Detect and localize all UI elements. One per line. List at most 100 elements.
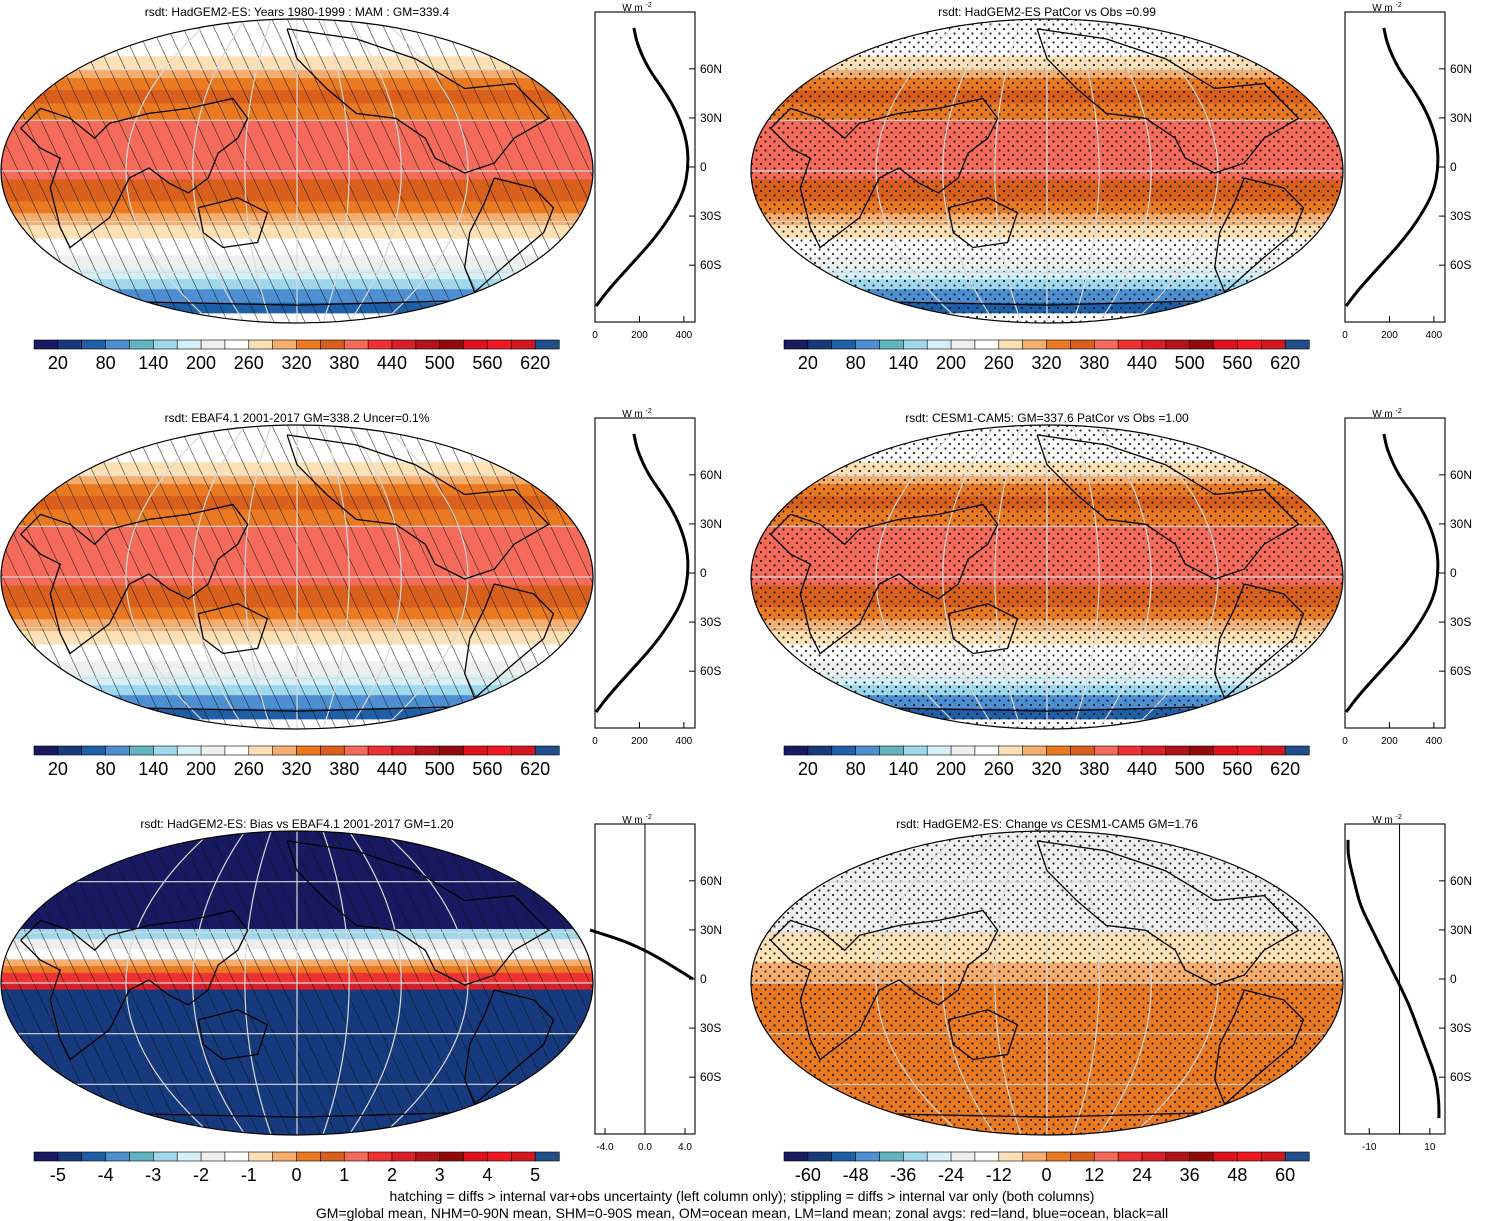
colorbar-label: 440	[377, 353, 407, 373]
meridian	[192, 425, 246, 729]
colorbar-bin	[974, 1151, 1000, 1162]
lat-tick-label: 60S	[700, 1070, 721, 1084]
colorbar-label: 24	[1132, 1165, 1152, 1185]
colorbar-bin	[855, 745, 881, 756]
zonal-unit: W m -2	[622, 408, 652, 420]
x-tick-label: 0	[592, 736, 598, 747]
colorbar-label: 560	[1222, 353, 1252, 373]
colorbar-bin	[176, 339, 202, 350]
colorbar-label: 560	[1222, 759, 1252, 779]
meridian	[875, 831, 963, 1135]
colorbar-bin	[1117, 339, 1143, 350]
lat-tick-label: 30S	[1450, 1021, 1471, 1035]
lat-tick-label: 60N	[1450, 468, 1472, 482]
colorbar-label: -24	[938, 1165, 964, 1185]
x-tick-label: 0	[1342, 736, 1348, 747]
meridian	[942, 19, 996, 323]
meridian	[1098, 19, 1152, 323]
colorbar-label: 80	[96, 353, 116, 373]
lat-tick-label: 60S	[1450, 1070, 1471, 1084]
colorbar-bin	[487, 1151, 512, 1162]
colorbar-label: 380	[1079, 353, 1109, 373]
panel-p5: rsdt: HadGEM2-ES: Bias vs EBAF4.1 2001-2…	[0, 814, 722, 1185]
colorbar-bin	[926, 745, 952, 756]
colorbar-bin	[272, 1151, 298, 1162]
colorbar-bin	[57, 339, 83, 350]
colorbar-bin	[129, 1151, 154, 1162]
colorbar-bin	[1141, 745, 1167, 756]
colorbar-label: 620	[1270, 759, 1300, 779]
panel-p1: rsdt: HadGEM2-ES: Years 1980-1999 : MAM …	[0, 2, 722, 373]
colorbar-bin	[1237, 1151, 1262, 1162]
graticule	[751, 831, 1343, 1135]
colorbar-bin	[1093, 1151, 1119, 1162]
colorbar-label: 48	[1227, 1165, 1247, 1185]
colorbar-bin	[807, 1151, 833, 1162]
lat-tick-label: 0	[700, 972, 707, 986]
meridian	[1131, 831, 1219, 1135]
colorbar-label: -1	[241, 1165, 257, 1185]
panel-title: rsdt: HadGEM2-ES: Change vs CESM1-CAM5 G…	[896, 817, 1198, 831]
coastline-americas-south	[464, 177, 555, 294]
coastline-americas-south	[464, 583, 555, 700]
colorbar-bin	[1022, 1151, 1048, 1162]
zonal-mean-line	[1344, 433, 1440, 713]
colorbar-bin	[1070, 339, 1095, 350]
x-tick-label: 200	[631, 736, 648, 747]
zonal-mean-plot: W m -2 60N 30N 0 30S 60S 0 200 400	[592, 408, 722, 747]
colorbar-label: 200	[186, 759, 216, 779]
meridian	[348, 831, 402, 1135]
zonal-mean-line	[589, 928, 694, 981]
meridian	[1072, 19, 1100, 323]
coastline-africa-eurasia	[770, 97, 999, 249]
colorbar-bin	[1237, 745, 1262, 756]
meridian	[994, 831, 1022, 1135]
lat-tick-label: 60N	[700, 62, 722, 76]
colorbar-bin	[510, 339, 536, 350]
meridian	[125, 19, 213, 323]
colorbar-bin	[33, 339, 59, 350]
lat-tick-label: 60S	[1450, 664, 1471, 678]
colorbar-bin	[831, 1151, 857, 1162]
lat-tick-label: 60S	[1450, 258, 1471, 272]
colorbar-bin	[487, 339, 512, 350]
colorbar-label: -3	[145, 1165, 161, 1185]
map-outline	[0, 424, 594, 730]
colorbar-label: 440	[1127, 353, 1157, 373]
colorbar-bin	[1284, 745, 1310, 756]
colorbar-bin	[510, 745, 536, 756]
meridian	[322, 831, 350, 1135]
colorbar-label: 560	[472, 759, 502, 779]
colorbar-bin	[783, 745, 809, 756]
colorbar-label: 500	[425, 353, 455, 373]
colorbar-bin	[783, 339, 809, 350]
colorbar-bin	[1213, 745, 1239, 756]
zonal-unit-sup: -2	[1396, 814, 1402, 821]
colorbar-bin	[534, 1151, 560, 1162]
colorbar-bin	[855, 339, 881, 350]
colorbar-bin	[1093, 339, 1119, 350]
colorbar-label: 140	[138, 759, 168, 779]
colorbar-bin	[879, 745, 904, 756]
colorbar-label: -60	[795, 1165, 821, 1185]
coastline-americas-south	[1214, 989, 1305, 1106]
colorbar-bin	[1260, 1151, 1286, 1162]
colorbar-bin	[1260, 339, 1286, 350]
colorbar-bin	[33, 1151, 59, 1162]
colorbar-label: 140	[888, 353, 918, 373]
lat-tick-label: 60S	[700, 258, 721, 272]
graticule	[1, 831, 593, 1135]
colorbar-bin	[534, 745, 560, 756]
colorbar-bin	[439, 745, 465, 756]
meridian	[1098, 425, 1152, 729]
colorbar-bin	[200, 745, 226, 756]
colorbar-bin	[926, 1151, 952, 1162]
colorbar-label: 80	[846, 759, 866, 779]
zonal-mean-line	[1346, 839, 1441, 1119]
meridian	[125, 831, 213, 1135]
colorbar-bin	[248, 1151, 274, 1162]
panel-p6: rsdt: HadGEM2-ES: Change vs CESM1-CAM5 G…	[750, 814, 1472, 1185]
colorbar-label: 0	[291, 1165, 301, 1185]
colorbar: 20 80 140 200 260 320 380 440 500 560 620	[33, 339, 560, 373]
